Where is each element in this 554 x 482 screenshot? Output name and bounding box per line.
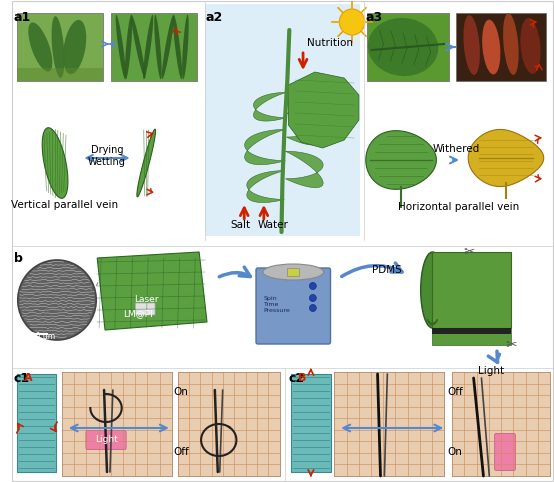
Text: Vertical parallel vein: Vertical parallel vein bbox=[11, 200, 119, 210]
Text: ✂: ✂ bbox=[505, 338, 517, 352]
Text: ✂: ✂ bbox=[464, 245, 475, 259]
FancyBboxPatch shape bbox=[205, 4, 360, 236]
Text: Spin
Time
Pressure: Spin Time Pressure bbox=[264, 296, 291, 313]
FancyBboxPatch shape bbox=[288, 268, 299, 276]
Text: c1: c1 bbox=[14, 372, 30, 385]
Ellipse shape bbox=[125, 14, 132, 80]
Polygon shape bbox=[42, 128, 68, 198]
Circle shape bbox=[310, 295, 316, 302]
Text: Light: Light bbox=[478, 366, 504, 376]
Ellipse shape bbox=[368, 18, 438, 76]
FancyBboxPatch shape bbox=[335, 372, 444, 476]
FancyBboxPatch shape bbox=[456, 13, 546, 81]
Text: c2: c2 bbox=[288, 372, 305, 385]
Ellipse shape bbox=[520, 18, 541, 74]
Text: Withered: Withered bbox=[432, 144, 480, 154]
FancyBboxPatch shape bbox=[495, 433, 515, 470]
Text: b: b bbox=[14, 252, 23, 265]
Polygon shape bbox=[433, 328, 511, 345]
Text: Laser: Laser bbox=[134, 295, 158, 305]
Text: Drying: Drying bbox=[91, 145, 123, 155]
Text: a1: a1 bbox=[14, 11, 31, 24]
Text: B: B bbox=[298, 373, 306, 383]
Polygon shape bbox=[254, 93, 286, 121]
Polygon shape bbox=[245, 129, 285, 165]
Text: Water: Water bbox=[258, 220, 289, 230]
Ellipse shape bbox=[154, 14, 162, 80]
Polygon shape bbox=[137, 129, 156, 197]
FancyBboxPatch shape bbox=[17, 13, 103, 81]
Circle shape bbox=[310, 305, 316, 311]
FancyBboxPatch shape bbox=[135, 303, 155, 315]
FancyBboxPatch shape bbox=[452, 372, 550, 476]
Ellipse shape bbox=[263, 264, 324, 280]
Text: Wetting: Wetting bbox=[88, 157, 126, 167]
Ellipse shape bbox=[420, 252, 444, 328]
Text: A: A bbox=[24, 373, 32, 383]
Polygon shape bbox=[366, 131, 437, 189]
Ellipse shape bbox=[52, 16, 64, 78]
Text: a2: a2 bbox=[205, 11, 222, 24]
Text: Off: Off bbox=[447, 387, 463, 397]
Text: On: On bbox=[173, 387, 188, 397]
Ellipse shape bbox=[173, 15, 182, 79]
Text: Salt: Salt bbox=[230, 220, 250, 230]
Polygon shape bbox=[247, 171, 284, 202]
Ellipse shape bbox=[131, 15, 145, 79]
Polygon shape bbox=[433, 328, 511, 334]
Text: a3: a3 bbox=[366, 11, 383, 24]
Polygon shape bbox=[97, 252, 207, 330]
FancyBboxPatch shape bbox=[62, 372, 172, 476]
Ellipse shape bbox=[482, 20, 500, 74]
FancyBboxPatch shape bbox=[17, 374, 56, 472]
Ellipse shape bbox=[162, 15, 174, 79]
Ellipse shape bbox=[28, 22, 53, 72]
FancyBboxPatch shape bbox=[111, 13, 197, 81]
Ellipse shape bbox=[116, 15, 126, 79]
Polygon shape bbox=[286, 113, 319, 145]
Polygon shape bbox=[288, 72, 359, 148]
FancyBboxPatch shape bbox=[367, 13, 449, 81]
Circle shape bbox=[310, 282, 316, 290]
Text: On: On bbox=[447, 447, 462, 457]
Text: Light: Light bbox=[95, 436, 117, 444]
Ellipse shape bbox=[143, 15, 153, 79]
Polygon shape bbox=[468, 130, 543, 187]
Circle shape bbox=[18, 260, 96, 340]
FancyBboxPatch shape bbox=[17, 68, 103, 81]
Ellipse shape bbox=[63, 20, 86, 74]
Text: Off: Off bbox=[173, 447, 189, 457]
Text: 200 μm: 200 μm bbox=[25, 332, 55, 341]
Polygon shape bbox=[285, 151, 323, 187]
FancyBboxPatch shape bbox=[433, 252, 511, 328]
FancyBboxPatch shape bbox=[86, 430, 126, 450]
FancyBboxPatch shape bbox=[256, 268, 331, 344]
Ellipse shape bbox=[182, 14, 189, 80]
Text: Nutrition: Nutrition bbox=[307, 38, 353, 48]
Text: Horizontal parallel vein: Horizontal parallel vein bbox=[398, 202, 520, 212]
FancyBboxPatch shape bbox=[291, 374, 331, 472]
Circle shape bbox=[339, 9, 365, 35]
Text: PDMS: PDMS bbox=[372, 265, 402, 275]
FancyBboxPatch shape bbox=[178, 372, 280, 476]
Ellipse shape bbox=[464, 15, 480, 75]
Ellipse shape bbox=[503, 13, 519, 75]
Text: LM@PI: LM@PI bbox=[124, 309, 153, 318]
